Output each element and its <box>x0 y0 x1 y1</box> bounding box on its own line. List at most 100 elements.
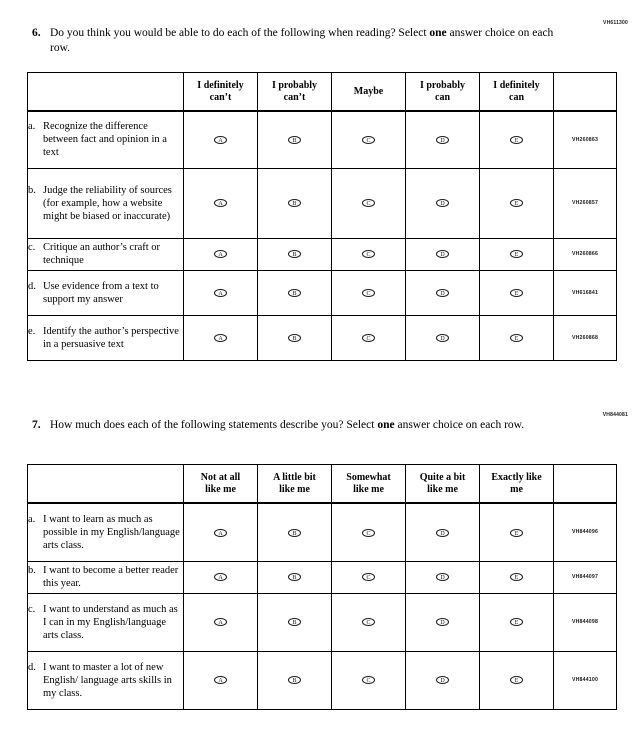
bubble-e-3[interactable]: C <box>362 333 375 342</box>
matrix-7-row-a-option-4[interactable]: D <box>405 502 480 562</box>
bubble7-c-5[interactable]: E <box>510 618 523 627</box>
matrix-6-stub-header <box>27 72 184 112</box>
bubble7-b-3[interactable]: C <box>362 573 375 582</box>
question-6-text: Do you think you would be able to do eac… <box>50 26 570 56</box>
matrix-6-row-e-option-3[interactable]: C <box>331 314 406 361</box>
bubble-d-5[interactable]: E <box>510 288 523 297</box>
bubble7-a-2[interactable]: B <box>288 528 301 537</box>
bubble7-d-5[interactable]: E <box>510 676 523 685</box>
bubble7-b-1[interactable]: A <box>214 573 227 582</box>
matrix-6-row-c-option-1[interactable]: A <box>183 237 258 271</box>
matrix-6-row-c-option-4[interactable]: D <box>405 237 480 271</box>
bubble-c-4[interactable]: D <box>436 250 449 259</box>
bubble7-b-2[interactable]: B <box>288 573 301 582</box>
matrix-7-row-a-option-5[interactable]: E <box>479 502 554 562</box>
bubble7-c-3[interactable]: C <box>362 618 375 627</box>
bubble7-c-2[interactable]: B <box>288 618 301 627</box>
matrix-7-row-d-option-2[interactable]: B <box>257 650 332 710</box>
bubble-a-1[interactable]: A <box>214 136 227 145</box>
matrix-6-row-b-option-1[interactable]: A <box>183 167 258 239</box>
matrix-7-col-header-5: Exactly like me <box>479 464 554 504</box>
matrix-7-row-c-option-1[interactable]: A <box>183 592 258 652</box>
bubble-d-1[interactable]: A <box>214 288 227 297</box>
bubble-d-2[interactable]: B <box>288 288 301 297</box>
bubble-b-4[interactable]: D <box>436 199 449 208</box>
bubble7-d-3[interactable]: C <box>362 676 375 685</box>
matrix-6-row-b-option-4[interactable]: D <box>405 167 480 239</box>
matrix-7-row-d-option-4[interactable]: D <box>405 650 480 710</box>
bubble-b-5[interactable]: E <box>510 199 523 208</box>
bubble7-d-1[interactable]: A <box>214 676 227 685</box>
matrix-7-row-a-option-3[interactable]: C <box>331 502 406 562</box>
matrix-7-row-b-option-4[interactable]: D <box>405 560 480 594</box>
matrix-6-row-c-option-3[interactable]: C <box>331 237 406 271</box>
bubble7-d-2[interactable]: B <box>288 676 301 685</box>
bubble7-a-1[interactable]: A <box>214 528 227 537</box>
matrix-6-row-a-option-4[interactable]: D <box>405 110 480 169</box>
bubble-b-1[interactable]: A <box>214 199 227 208</box>
bubble7-c-1[interactable]: A <box>214 618 227 627</box>
bubble-a-3[interactable]: C <box>362 136 375 145</box>
bubble7-b-4[interactable]: D <box>436 573 449 582</box>
col7-header-4-line-2: like me <box>427 483 458 495</box>
bubble-b-2[interactable]: B <box>288 199 301 208</box>
matrix-7-row-a-option-2[interactable]: B <box>257 502 332 562</box>
bubble-a-2[interactable]: B <box>288 136 301 145</box>
matrix-6-row-e-option-4[interactable]: D <box>405 314 480 361</box>
matrix-6-row-a-option-5[interactable]: E <box>479 110 554 169</box>
matrix-7-row-d-option-3[interactable]: C <box>331 650 406 710</box>
bubble-c-1[interactable]: A <box>214 250 227 259</box>
matrix-6-row-d-option-5[interactable]: E <box>479 269 554 316</box>
matrix-7-row-c-option-4[interactable]: D <box>405 592 480 652</box>
matrix-6-row-d-option-3[interactable]: C <box>331 269 406 316</box>
matrix-6-row-e-option-5[interactable]: E <box>479 314 554 361</box>
bubble-e-1[interactable]: A <box>214 333 227 342</box>
bubble-b-3[interactable]: C <box>362 199 375 208</box>
bubble-e-4[interactable]: D <box>436 333 449 342</box>
matrix-7-row-b-option-5[interactable]: E <box>479 560 554 594</box>
matrix-6-row-c-option-5[interactable]: E <box>479 237 554 271</box>
matrix-7-row-b-option-1[interactable]: A <box>183 560 258 594</box>
row7-d-label: I want to master a lot of new English/ l… <box>43 661 172 699</box>
matrix-6-row-a-option-3[interactable]: C <box>331 110 406 169</box>
bubble-d-4[interactable]: D <box>436 288 449 297</box>
bubble-c-2[interactable]: B <box>288 250 301 259</box>
bubble7-a-3[interactable]: C <box>362 528 375 537</box>
bubble7-b-5[interactable]: E <box>510 573 523 582</box>
matrix-7-row-b-option-3[interactable]: C <box>331 560 406 594</box>
matrix-6-row-c-option-2[interactable]: B <box>257 237 332 271</box>
bubble-e-2[interactable]: B <box>288 333 301 342</box>
matrix-6-row-e-option-1[interactable]: A <box>183 314 258 361</box>
bubble-c-3[interactable]: C <box>362 250 375 259</box>
bubble7-d-4[interactable]: D <box>436 676 449 685</box>
matrix-7-row-c-option-5[interactable]: E <box>479 592 554 652</box>
bubble-a-5[interactable]: E <box>510 136 523 145</box>
matrix-6-row-b-option-5[interactable]: E <box>479 167 554 239</box>
bubble7-a-4[interactable]: D <box>436 528 449 537</box>
matrix-7-row-b-option-2[interactable]: B <box>257 560 332 594</box>
matrix-6-row-b-code: VH260857 <box>553 167 617 239</box>
matrix-6-row-b-option-2[interactable]: B <box>257 167 332 239</box>
row-b-label: Judge the reliability of sources (for ex… <box>43 184 172 222</box>
matrix-7-row-d-option-1[interactable]: A <box>183 650 258 710</box>
bubble-a-4[interactable]: D <box>436 136 449 145</box>
bubble7-a-5[interactable]: E <box>510 528 523 537</box>
row7-c-label: I want to understand as much as I can in… <box>43 603 178 641</box>
matrix-6-row-d-option-4[interactable]: D <box>405 269 480 316</box>
matrix-6-row-d-option-2[interactable]: B <box>257 269 332 316</box>
matrix-6-row-e-option-2[interactable]: B <box>257 314 332 361</box>
matrix-7-row-c-option-3[interactable]: C <box>331 592 406 652</box>
matrix-7-row-a-option-1[interactable]: A <box>183 502 258 562</box>
question-7-text-part1: How much does each of the following stat… <box>50 419 378 431</box>
matrix-6-row-a-option-2[interactable]: B <box>257 110 332 169</box>
matrix-7-row-c-option-2[interactable]: B <box>257 592 332 652</box>
bubble-e-5[interactable]: E <box>510 333 523 342</box>
matrix-6-row-d-option-1[interactable]: A <box>183 269 258 316</box>
matrix-6-row-a-option-1[interactable]: A <box>183 110 258 169</box>
bubble7-c-4[interactable]: D <box>436 618 449 627</box>
bubble-c-5[interactable]: E <box>510 250 523 259</box>
matrix-7-row-d-option-5[interactable]: E <box>479 650 554 710</box>
bubble-d-3[interactable]: C <box>362 288 375 297</box>
col7-header-1-line-1: Not at all <box>200 472 241 483</box>
matrix-6-row-b-option-3[interactable]: C <box>331 167 406 239</box>
